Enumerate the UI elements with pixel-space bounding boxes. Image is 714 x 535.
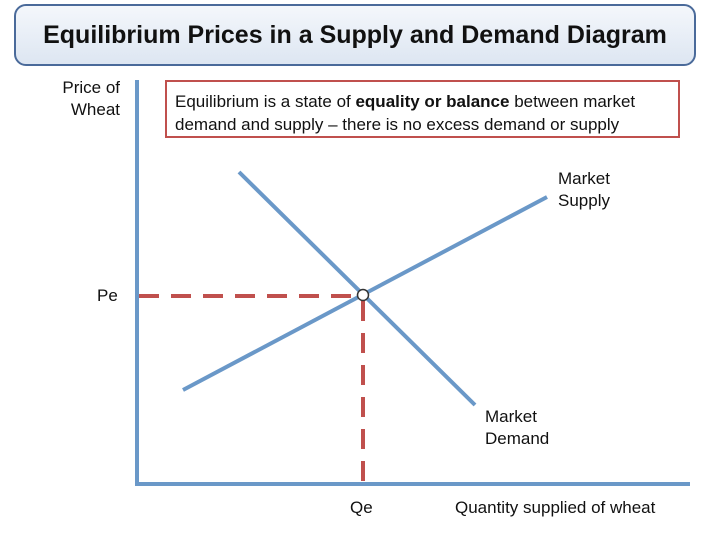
definition-text-start: Equilibrium is a state of (175, 92, 356, 111)
title-banner: Equilibrium Prices in a Supply and Deman… (14, 4, 696, 66)
supply-curve-label: Market Supply (558, 169, 610, 210)
equilibrium-point (356, 288, 370, 302)
equilibrium-price-label: Pe (97, 286, 118, 305)
definition-text-bold: equality or balance (355, 92, 510, 111)
page-title: Equilibrium Prices in a Supply and Deman… (43, 20, 667, 49)
definition-text-end: between market demand and supply – there… (175, 92, 636, 134)
equilibrium-quantity-label: Qe (350, 498, 373, 517)
x-axis-label: Quantity supplied of wheat (455, 498, 656, 517)
demand-curve-label: Market Demand (485, 407, 550, 448)
demand-curve (237, 170, 477, 407)
definition-box: Equilibrium is a state of equality or ba… (165, 80, 680, 138)
y-axis-label: Price of Wheat (62, 78, 120, 119)
